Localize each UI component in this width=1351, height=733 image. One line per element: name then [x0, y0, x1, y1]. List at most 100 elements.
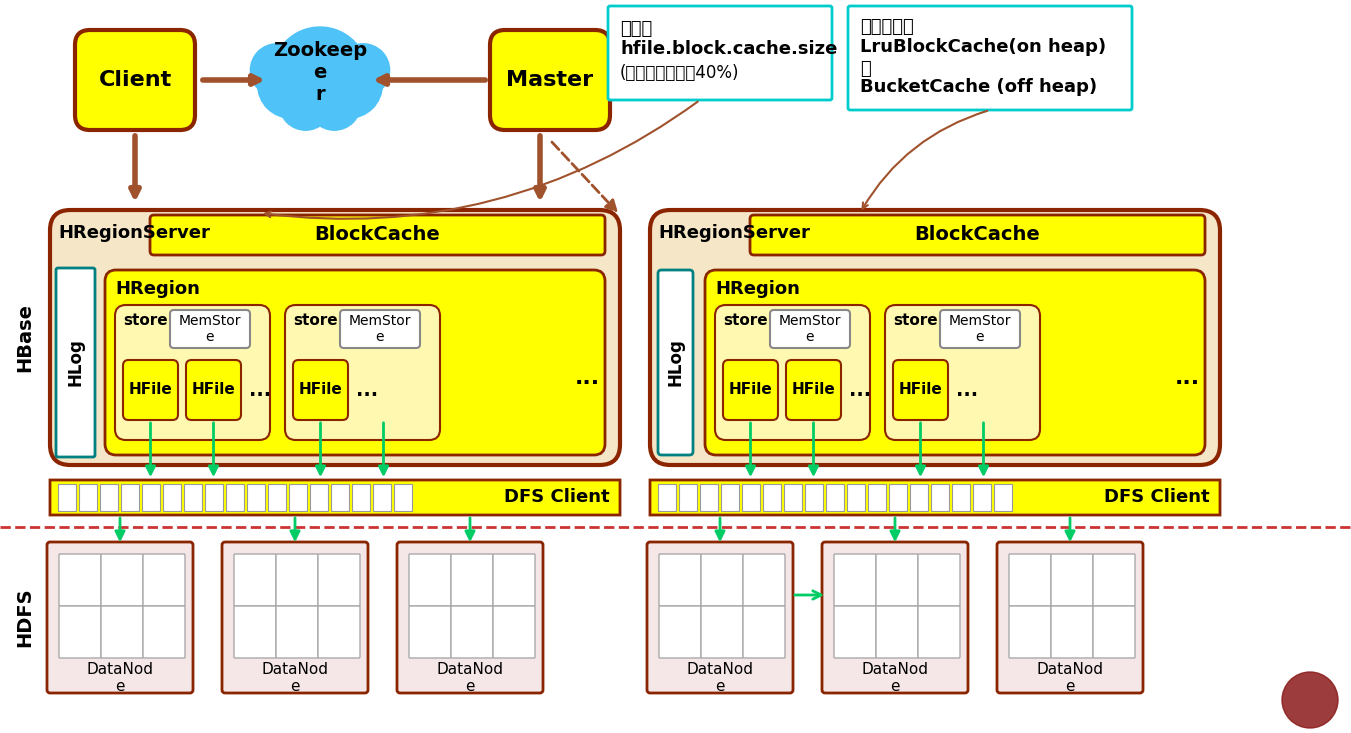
FancyBboxPatch shape — [997, 542, 1143, 693]
FancyBboxPatch shape — [1009, 606, 1051, 658]
FancyBboxPatch shape — [658, 270, 693, 455]
Bar — [847, 484, 865, 511]
FancyBboxPatch shape — [451, 554, 493, 606]
Bar — [721, 484, 739, 511]
FancyBboxPatch shape — [47, 542, 193, 693]
FancyBboxPatch shape — [143, 606, 185, 658]
Text: Client: Client — [99, 70, 172, 90]
FancyBboxPatch shape — [101, 606, 143, 658]
Circle shape — [1282, 672, 1337, 728]
Text: 大小：: 大小： — [620, 20, 653, 38]
FancyBboxPatch shape — [743, 606, 785, 658]
Text: Master: Master — [507, 70, 593, 90]
FancyBboxPatch shape — [647, 542, 793, 693]
Bar — [289, 484, 307, 511]
FancyBboxPatch shape — [701, 554, 743, 606]
FancyBboxPatch shape — [650, 480, 1220, 515]
FancyBboxPatch shape — [340, 310, 420, 348]
Text: MemStor
e: MemStor e — [349, 314, 411, 344]
FancyBboxPatch shape — [285, 305, 440, 440]
Text: ...: ... — [848, 380, 871, 399]
FancyBboxPatch shape — [451, 606, 493, 658]
Bar — [309, 484, 328, 511]
Bar — [763, 484, 781, 511]
Text: DFS Client: DFS Client — [504, 488, 611, 507]
FancyBboxPatch shape — [76, 30, 195, 130]
FancyBboxPatch shape — [317, 554, 359, 606]
Bar — [58, 484, 76, 511]
Text: DataNod
e: DataNod e — [86, 662, 154, 694]
FancyBboxPatch shape — [705, 270, 1205, 455]
FancyBboxPatch shape — [143, 554, 185, 606]
FancyBboxPatch shape — [409, 554, 451, 606]
FancyBboxPatch shape — [1009, 554, 1051, 606]
Text: store: store — [723, 313, 767, 328]
Text: HBase: HBase — [15, 303, 35, 372]
FancyBboxPatch shape — [276, 606, 317, 658]
FancyBboxPatch shape — [186, 360, 240, 420]
Bar — [700, 484, 717, 511]
Bar — [163, 484, 181, 511]
Circle shape — [308, 78, 361, 130]
Bar — [658, 484, 676, 511]
Bar — [805, 484, 823, 511]
Text: ...: ... — [249, 380, 272, 399]
FancyBboxPatch shape — [715, 305, 870, 440]
FancyBboxPatch shape — [885, 305, 1040, 440]
Text: DataNod
e: DataNod e — [686, 662, 754, 694]
Circle shape — [289, 29, 351, 92]
FancyBboxPatch shape — [170, 310, 250, 348]
FancyBboxPatch shape — [101, 554, 143, 606]
Bar — [247, 484, 265, 511]
FancyBboxPatch shape — [770, 310, 850, 348]
FancyBboxPatch shape — [875, 606, 917, 658]
Bar — [784, 484, 802, 511]
FancyBboxPatch shape — [115, 305, 270, 440]
FancyBboxPatch shape — [222, 542, 367, 693]
Text: 缓存策略：: 缓存策略： — [861, 18, 913, 36]
Text: HFile: HFile — [299, 383, 342, 397]
Bar — [394, 484, 412, 511]
Circle shape — [258, 51, 324, 118]
Bar — [867, 484, 886, 511]
Text: BlockCache: BlockCache — [315, 226, 440, 245]
Text: ...: ... — [1174, 367, 1200, 388]
FancyBboxPatch shape — [608, 6, 832, 100]
Text: DataNod
e: DataNod e — [436, 662, 504, 694]
FancyBboxPatch shape — [150, 215, 605, 255]
Bar — [100, 484, 118, 511]
Bar — [226, 484, 245, 511]
Bar — [122, 484, 139, 511]
FancyBboxPatch shape — [659, 606, 701, 658]
FancyBboxPatch shape — [409, 606, 451, 658]
FancyBboxPatch shape — [834, 554, 875, 606]
Text: ...: ... — [357, 380, 378, 399]
FancyBboxPatch shape — [650, 210, 1220, 465]
Text: store: store — [293, 313, 338, 328]
FancyBboxPatch shape — [293, 360, 349, 420]
FancyBboxPatch shape — [1093, 554, 1135, 606]
Text: BucketCache (off heap): BucketCache (off heap) — [861, 78, 1097, 96]
FancyBboxPatch shape — [493, 606, 535, 658]
Bar — [267, 484, 286, 511]
FancyBboxPatch shape — [105, 270, 605, 455]
Text: ...: ... — [574, 367, 600, 388]
FancyBboxPatch shape — [317, 606, 359, 658]
FancyBboxPatch shape — [1051, 606, 1093, 658]
Bar — [952, 484, 970, 511]
Bar — [78, 484, 97, 511]
Text: ...: ... — [957, 380, 978, 399]
Bar — [994, 484, 1012, 511]
Text: MemStor
e: MemStor e — [948, 314, 1012, 344]
Text: hfile.block.cache.size: hfile.block.cache.size — [620, 40, 838, 58]
FancyBboxPatch shape — [917, 606, 961, 658]
FancyBboxPatch shape — [659, 554, 701, 606]
Text: HRegion: HRegion — [715, 280, 800, 298]
Bar — [142, 484, 159, 511]
Bar — [331, 484, 349, 511]
FancyBboxPatch shape — [55, 268, 95, 457]
Bar — [931, 484, 948, 511]
Text: HFile: HFile — [898, 383, 943, 397]
Text: MemStor
e: MemStor e — [178, 314, 242, 344]
Text: HRegion: HRegion — [115, 280, 200, 298]
